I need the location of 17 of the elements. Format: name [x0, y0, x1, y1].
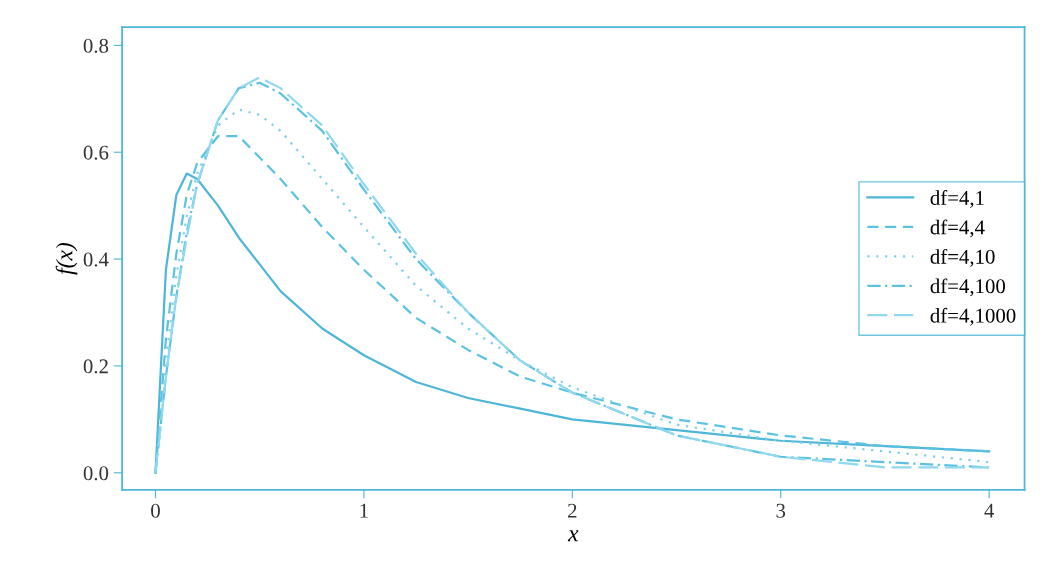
x-tick-label: 4 — [984, 503, 995, 518]
legend-label: df=4,1000 — [930, 307, 1016, 326]
y-tick-label: 0.8 — [83, 38, 109, 53]
x-tick-label: 2 — [568, 503, 577, 518]
x-tick-label: 3 — [776, 503, 786, 518]
y-tick-label: 0.2 — [83, 359, 108, 374]
y-axis-title: f(x) — [55, 242, 78, 275]
y-tick-label: 0.4 — [83, 252, 109, 267]
legend-label: df=4,1 — [930, 190, 984, 208]
x-axis-title: x — [567, 530, 579, 542]
y-tick-label: 0.6 — [83, 145, 109, 160]
legend-label: df=4,10 — [930, 248, 995, 267]
legend-label: df=4,4 — [930, 219, 985, 238]
x-tick-label: 0 — [151, 503, 160, 518]
x-tick-label: 1 — [360, 503, 368, 518]
y-tick-label: 0.0 — [83, 466, 109, 481]
legend-label: df=4,100 — [930, 278, 1006, 297]
